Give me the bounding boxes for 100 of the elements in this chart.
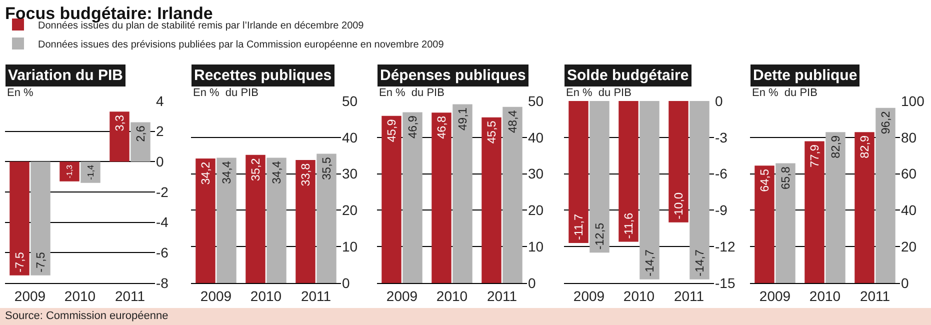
data-label: 34,4 [270, 160, 284, 184]
x-tick-label: 2010 [809, 288, 841, 304]
x-tick-label: 2011 [114, 288, 146, 304]
data-label: 2,6 [134, 125, 148, 142]
x-tick-label: 2009 [759, 288, 791, 304]
y-tick-label: -8 [156, 274, 169, 291]
x-tick-label: 2011 [860, 288, 890, 304]
y-tick-label: 0 [715, 92, 723, 109]
x-tick-label: 2011 [674, 288, 704, 304]
x-tick-label: 2009 [14, 288, 46, 304]
x-tick-label: 2010 [64, 288, 96, 304]
y-axis-title: En % [7, 87, 34, 99]
bar [266, 158, 286, 283]
bar [482, 117, 502, 283]
data-label: 35,5 [320, 156, 334, 180]
data-label: -10,0 [672, 192, 686, 220]
y-axis-title: En % du PIB [566, 87, 632, 99]
chart-title: Solde budgétaire [567, 67, 689, 84]
data-label: 49,1 [456, 108, 470, 131]
bar [754, 166, 774, 283]
y-axis-title: En % du PIB [752, 87, 818, 99]
y-tick-label: 50 [528, 92, 544, 109]
data-label: 33,8 [299, 162, 312, 186]
bar [130, 122, 150, 162]
y-tick-label: 10 [528, 238, 544, 254]
y-tick-label: 80 [901, 129, 917, 146]
y-tick-label: 0 [342, 274, 350, 291]
y-tick-label: 100 [901, 92, 925, 109]
data-label: -11,7 [572, 214, 586, 240]
bar [776, 163, 796, 283]
x-tick-label: 2011 [486, 288, 518, 304]
bar [10, 162, 30, 276]
x-tick-label: 2009 [573, 288, 605, 304]
bar [110, 112, 130, 162]
data-label: 65,8 [779, 166, 792, 190]
y-tick-label: 0 [901, 274, 909, 291]
bar [60, 162, 80, 182]
data-label: 96,2 [879, 111, 892, 134]
y-tick-label: 30 [342, 166, 358, 182]
data-label: -7,5 [34, 252, 48, 272]
y-tick-label: 4 [156, 92, 164, 109]
y-axis-title: En % du PIB [193, 87, 258, 99]
x-tick-label: 2011 [300, 288, 332, 304]
data-label: -14,7 [693, 250, 706, 276]
bar [30, 162, 50, 276]
data-label: 46,8 [435, 116, 448, 139]
y-tick-label: 40 [901, 202, 917, 218]
bar [246, 154, 266, 283]
bar [296, 160, 316, 283]
y-tick-label: -9 [715, 202, 728, 218]
y-axis-title: En % du PIB [379, 87, 444, 99]
data-label: 46,9 [406, 116, 420, 139]
bar [502, 106, 522, 283]
x-tick-label: 2010 [436, 288, 468, 304]
bar [826, 132, 846, 283]
data-label: 82,9 [829, 135, 842, 158]
legend-label: Données issues du plan de stabilité remis par l’Irlande en décembre 2009 [38, 20, 364, 32]
y-tick-label: -6 [156, 244, 169, 261]
data-label: 35,2 [249, 158, 262, 182]
bar [80, 162, 100, 183]
data-label: 45,9 [385, 119, 398, 142]
bar [432, 112, 452, 283]
y-tick-label: 0 [156, 154, 164, 170]
data-label: 48,4 [506, 110, 520, 134]
data-label: -1,4 [85, 164, 96, 180]
data-label: 64,5 [758, 168, 772, 192]
data-label: -12,5 [593, 222, 606, 250]
data-label: 45,5 [485, 120, 498, 144]
y-tick-label: 30 [528, 166, 544, 182]
y-tick-label: -3 [715, 129, 728, 146]
y-tick-label: 2 [156, 123, 164, 140]
y-tick-label: -4 [156, 214, 169, 230]
y-tick-label: 10 [342, 238, 358, 254]
data-label: -14,7 [643, 250, 656, 276]
data-label: 3,3 [113, 114, 126, 132]
bar [216, 158, 236, 283]
bar [196, 158, 216, 283]
x-tick-label: 2009 [386, 288, 418, 304]
bar [382, 116, 402, 283]
y-tick-label: -12 [715, 238, 736, 254]
data-label: 82,9 [858, 135, 872, 158]
y-tick-label: 20 [528, 202, 544, 218]
y-tick-label: -2 [156, 184, 169, 200]
y-tick-label: 60 [901, 166, 917, 182]
data-label: 34,2 [199, 162, 212, 185]
data-label: 34,4 [220, 160, 234, 184]
bar [402, 112, 422, 283]
x-tick-label: 2009 [200, 288, 232, 304]
y-tick-label: 0 [528, 274, 536, 291]
bar [804, 141, 824, 283]
y-tick-label: -15 [715, 274, 736, 291]
y-tick-label: -6 [715, 166, 728, 182]
y-tick-label: 40 [342, 129, 358, 146]
x-tick-label: 2010 [250, 288, 282, 304]
bar [316, 154, 336, 283]
legend-label: Données issues des prévisions publiées par la Commission européenne en novembre 2009 [38, 39, 444, 50]
y-tick-label: 50 [342, 92, 358, 109]
chart-title: Recettes publiques [194, 67, 332, 84]
data-label: -7,5 [13, 252, 26, 272]
data-label: -11,6 [622, 212, 636, 239]
